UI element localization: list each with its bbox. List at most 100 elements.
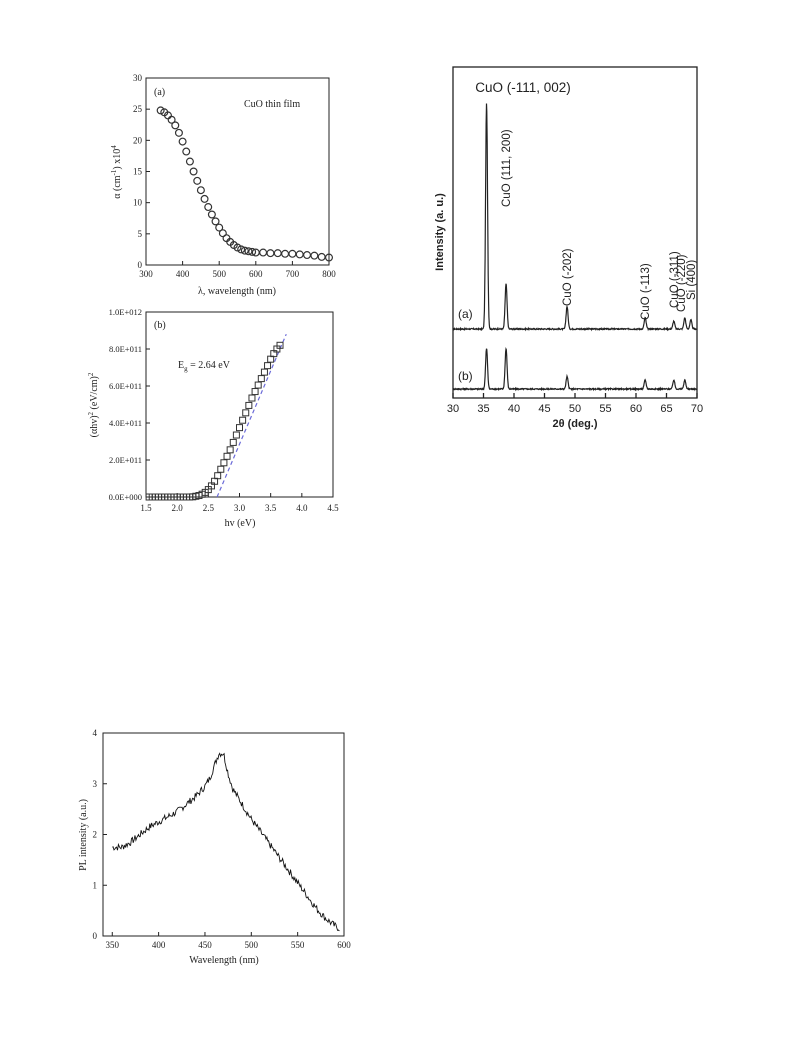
data-point bbox=[295, 250, 304, 259]
x-tick-label: 35 bbox=[477, 403, 489, 415]
x-tick-label: 40 bbox=[508, 403, 520, 415]
data-point bbox=[220, 459, 228, 467]
x-tick-label: 800 bbox=[322, 269, 336, 279]
chart-c-y-axis-label: Intensity (a. u.) bbox=[434, 193, 446, 271]
data-point bbox=[229, 438, 237, 446]
chart-b-panel-label: (b) bbox=[154, 320, 166, 331]
x-tick-label: 600 bbox=[337, 940, 351, 950]
peak-annotation: CuO (-220) bbox=[676, 254, 688, 312]
y-tick-label: 1.0E+012 bbox=[109, 307, 142, 317]
y-tick-label: 15 bbox=[133, 167, 143, 177]
x-tick-label: 60 bbox=[630, 403, 642, 415]
y-tick-label: 6.0E+011 bbox=[109, 381, 142, 391]
chart-b-points bbox=[145, 333, 287, 501]
chart-b-frame bbox=[145, 311, 334, 498]
data-point bbox=[215, 223, 224, 232]
peak-annotation: Si (400) bbox=[686, 260, 698, 300]
peak-annotation: CuO (-311) bbox=[669, 251, 681, 308]
data-point bbox=[207, 210, 216, 219]
y-tick-label: 4.0E+011 bbox=[109, 418, 142, 428]
data-point bbox=[260, 368, 268, 376]
data-point bbox=[240, 246, 249, 255]
data-point bbox=[196, 186, 205, 195]
data-point bbox=[204, 203, 213, 212]
data-point bbox=[244, 247, 253, 256]
data-point bbox=[223, 452, 231, 460]
data-point bbox=[167, 115, 176, 124]
data-point bbox=[178, 137, 187, 146]
data-point bbox=[276, 341, 284, 349]
y-tick-label: 10 bbox=[133, 198, 143, 208]
chart-absorption: 300 400 500 600 700 800 0 5 10 15 20 25 30 (a) CuO t… bbox=[110, 73, 336, 297]
series-line-a bbox=[452, 103, 698, 332]
data-point bbox=[248, 394, 256, 402]
chart-c-annotations: CuO (111, 200) CuO (-202) CuO (-113) CuO (-… bbox=[501, 129, 698, 320]
fit-line bbox=[216, 333, 287, 498]
x-tick-label: 55 bbox=[599, 403, 611, 415]
x-tick-label: 500 bbox=[212, 269, 226, 279]
y-tick-label: 30 bbox=[133, 73, 143, 83]
y-tick-label: 1 bbox=[93, 880, 98, 890]
chart-c-title: CuO (-111, 002) bbox=[475, 80, 571, 95]
data-point bbox=[232, 431, 240, 439]
peak-annotation: CuO (111, 200) bbox=[501, 129, 513, 207]
chart-a-annotation: CuO thin film bbox=[244, 99, 300, 110]
x-tick-label: 600 bbox=[249, 269, 263, 279]
x-tick-label: 3.0 bbox=[234, 503, 246, 513]
chart-c-series-label-a: (a) bbox=[458, 307, 473, 321]
data-point bbox=[273, 249, 282, 258]
chart-b-ticks: 1.5 2.0 2.5 3.0 3.5 4.0 4.5 0.0E+000 2.0E+011 4.0… bbox=[109, 307, 340, 513]
chart-b-x-axis-label: hv (eV) bbox=[225, 518, 256, 529]
data-point bbox=[245, 401, 253, 409]
chart-c-series-label-b: (b) bbox=[458, 369, 473, 383]
y-tick-label: 20 bbox=[133, 135, 143, 145]
data-point bbox=[266, 249, 275, 258]
x-tick-label: 3.5 bbox=[265, 503, 277, 513]
data-point bbox=[254, 381, 262, 389]
data-point bbox=[281, 249, 290, 258]
chart-c-ticks: 30 35 40 45 50 55 60 65 70 bbox=[447, 393, 703, 415]
x-tick-label: 1.5 bbox=[140, 503, 152, 513]
data-point bbox=[257, 375, 265, 383]
x-tick-label: 30 bbox=[447, 403, 459, 415]
chart-xrd: 30 35 40 45 50 55 60 65 70 CuO (111, 200) CuO (-2… bbox=[434, 66, 703, 430]
data-point bbox=[237, 245, 246, 254]
x-tick-label: 45 bbox=[538, 403, 550, 415]
x-tick-label: 2.5 bbox=[203, 503, 215, 513]
x-tick-label: 700 bbox=[286, 269, 300, 279]
x-tick-label: 50 bbox=[569, 403, 581, 415]
y-tick-label: 2 bbox=[93, 830, 98, 840]
chart-d-lines bbox=[112, 752, 340, 932]
chart-b-annotation: Eg = 2.64 eV bbox=[178, 360, 231, 373]
data-point bbox=[182, 147, 191, 156]
y-tick-label: 4 bbox=[93, 728, 98, 738]
data-point bbox=[211, 217, 220, 226]
data-point bbox=[251, 388, 259, 396]
chart-a-points bbox=[156, 106, 334, 262]
y-tick-label: 8.0E+011 bbox=[109, 344, 142, 354]
data-point bbox=[310, 251, 319, 260]
pl-series-line bbox=[112, 752, 340, 932]
data-point bbox=[185, 157, 194, 166]
data-point bbox=[171, 121, 180, 130]
y-tick-label: 5 bbox=[138, 229, 143, 239]
y-tick-label: 0 bbox=[93, 931, 98, 941]
chart-c-frame bbox=[452, 66, 698, 399]
data-point bbox=[239, 416, 247, 424]
chart-d-y-axis-label: PL intensity (a.u.) bbox=[78, 799, 89, 871]
data-point bbox=[236, 424, 243, 432]
chart-tauc: 1.5 2.0 2.5 3.0 3.5 4.0 4.5 0.0E+000 2.0E+011 4.0… bbox=[87, 307, 339, 529]
data-point bbox=[288, 249, 297, 258]
data-point bbox=[217, 465, 225, 473]
chart-a-x-axis-label: λ, wavelength (nm) bbox=[198, 286, 276, 297]
chart-a-y-axis-label: α (cm-1) x104 bbox=[110, 145, 123, 199]
data-point bbox=[226, 446, 234, 454]
data-point bbox=[189, 167, 198, 176]
chart-d-ticks: 350 400 450 500 550 600 0 1 2 3 4 bbox=[93, 728, 352, 950]
data-point bbox=[200, 194, 209, 203]
x-tick-label: 450 bbox=[198, 940, 212, 950]
x-tick-label: 350 bbox=[106, 940, 120, 950]
chart-a-ticks: 300 400 500 600 700 800 0 5 10 15 20 25 30 bbox=[133, 73, 336, 279]
